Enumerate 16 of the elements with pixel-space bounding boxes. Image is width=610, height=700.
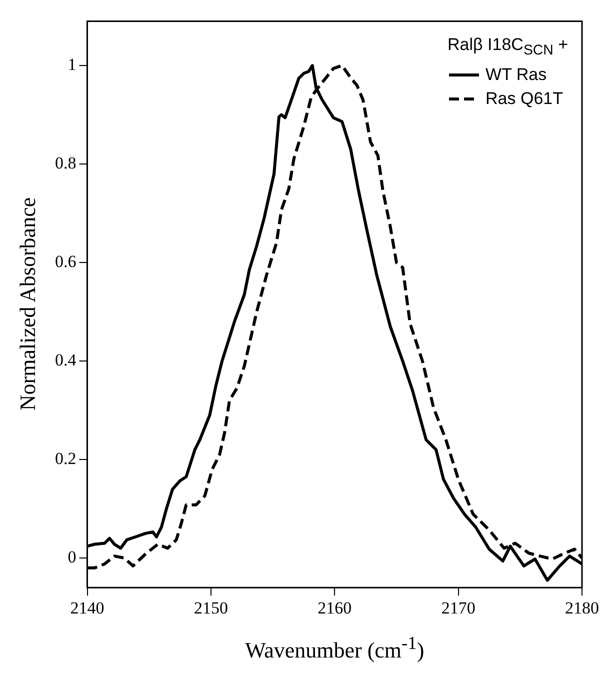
y-tick-label: 0.6	[55, 252, 76, 272]
y-tick-label: 0	[68, 548, 76, 567]
legend-label: Ras Q61T	[486, 88, 564, 110]
x-axis-title: Wavenumber (cm$^{-1}$)	[244, 632, 426, 663]
legend-title: Ralβ I18C$_{SCN}$ +	[448, 34, 568, 61]
x-tick-label: 2150	[194, 598, 228, 618]
y-axis-title: Normalized Absorbance	[15, 198, 41, 411]
x-tick-label: 2180	[565, 598, 599, 618]
legend-label: WT Ras	[486, 64, 547, 86]
y-tick-label: 0.4	[55, 350, 77, 370]
x-tick-label: 2140	[70, 598, 104, 618]
x-tick-label: 2170	[441, 598, 476, 618]
y-tick-label: 1	[68, 54, 76, 74]
y-tick-label: 0.8	[55, 154, 76, 172]
y-tick-label: 0.2	[55, 449, 76, 468]
x-tick-label: 2160	[318, 598, 352, 618]
